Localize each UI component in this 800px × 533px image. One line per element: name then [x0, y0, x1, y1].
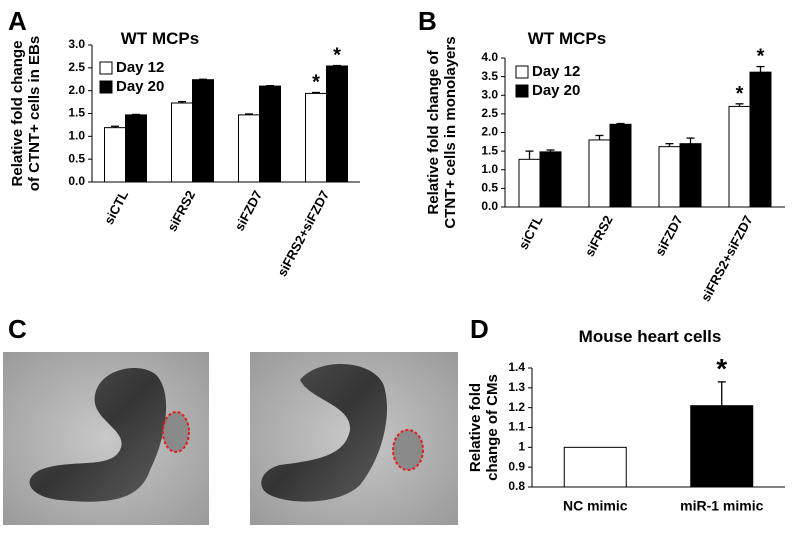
- y-tick-label: 3.5: [481, 69, 498, 83]
- bar: [728, 105, 751, 208]
- y-tick-label: 1.0: [68, 129, 85, 143]
- y-tick-label: 0.9: [508, 459, 525, 473]
- error-bar: [111, 125, 119, 128]
- y-tick-label: 3.0: [68, 37, 85, 51]
- x-tick-label: siFRS2: [164, 188, 198, 234]
- x-tick-label: siCTL: [101, 188, 131, 227]
- chart-title: WT MCPs: [528, 29, 606, 48]
- error-bar: [616, 122, 625, 125]
- legend-label: Day 12: [532, 63, 580, 80]
- bar: [125, 114, 147, 183]
- y-tick-label: 0.8: [508, 479, 525, 493]
- y-axis-label: Relative fold change of: [425, 49, 442, 214]
- bar: [749, 71, 772, 208]
- bar: [238, 114, 260, 183]
- bar: [104, 127, 126, 183]
- y-tick-label: 1.2: [508, 400, 525, 414]
- x-tick-label: siFZD7: [232, 188, 266, 233]
- micrograph: [250, 352, 458, 525]
- bar: [539, 151, 562, 208]
- significance-mark: *: [312, 71, 320, 93]
- error-bar: [756, 65, 765, 73]
- x-tick-label: miR-1 mimic: [680, 498, 763, 514]
- bar: [518, 158, 541, 208]
- significance-mark: *: [757, 46, 765, 68]
- significance-mark: *: [716, 353, 727, 384]
- y-tick-label: 1.5: [481, 143, 498, 157]
- bar: [609, 123, 632, 208]
- error-bar: [665, 143, 674, 147]
- y-tick-label: 1.3: [508, 380, 525, 394]
- y-tick-label: 0.0: [68, 174, 85, 188]
- error-bar: [178, 100, 186, 103]
- y-tick-label: 3.0: [481, 87, 498, 101]
- x-tick-label: siFRS2: [582, 213, 616, 259]
- y-axis-label: change of CMs: [484, 374, 501, 481]
- y-axis-label: Relative fold change: [9, 41, 26, 187]
- bar: [171, 102, 193, 183]
- error-bar: [717, 381, 726, 406]
- error-bar: [686, 137, 695, 144]
- y-tick-label: 2.5: [481, 106, 498, 120]
- legend-swatch: [99, 61, 113, 75]
- y-tick-label: 0.5: [481, 181, 498, 195]
- error-bar: [525, 150, 534, 160]
- y-tick-label: 0.5: [68, 151, 85, 165]
- bar: [259, 85, 281, 183]
- error-bar: [595, 134, 604, 140]
- chart-title: Mouse heart cells: [579, 327, 722, 346]
- x-tick-label: siFZD7: [652, 213, 686, 258]
- panel-label: C: [8, 314, 27, 344]
- bar: [588, 139, 611, 208]
- bar: [690, 405, 754, 488]
- significance-mark: *: [333, 45, 341, 67]
- panel-label: D: [470, 314, 489, 344]
- bar: [658, 146, 681, 208]
- panel-label: B: [418, 6, 437, 36]
- y-tick-label: 2.5: [68, 60, 85, 74]
- y-tick-label: 1: [518, 440, 525, 454]
- bar: [326, 65, 348, 183]
- error-bar: [312, 91, 320, 94]
- bar: [305, 92, 327, 183]
- y-tick-label: 0.0: [481, 199, 498, 213]
- y-tick-label: 1.4: [508, 360, 525, 374]
- bar: [192, 79, 214, 183]
- x-tick-label: siFRS2+siFZD7: [274, 188, 332, 279]
- legend-label: Day 20: [116, 78, 164, 95]
- panel-label: A: [8, 6, 27, 36]
- y-axis-label: of CTNT+ cells in EBs: [26, 36, 43, 191]
- bar: [563, 446, 627, 488]
- bar: [679, 143, 702, 208]
- legend-swatch: [515, 84, 529, 98]
- error-bar: [245, 113, 253, 115]
- y-tick-label: 2.0: [481, 125, 498, 139]
- micrograph: [3, 352, 209, 525]
- x-tick-label: NC mimic: [563, 498, 628, 514]
- y-tick-label: 2.0: [68, 83, 85, 97]
- legend-swatch: [99, 80, 113, 94]
- legend-swatch: [515, 65, 529, 79]
- legend-label: Day 20: [532, 82, 580, 99]
- x-tick-label: siCTL: [515, 213, 545, 252]
- y-tick-label: 1.0: [481, 162, 498, 176]
- significance-mark: *: [736, 83, 744, 105]
- y-axis-label: Relative fold: [467, 383, 484, 472]
- y-axis-label: CTNT+ cells in monolayers: [442, 36, 459, 228]
- error-bar: [735, 103, 744, 107]
- y-tick-label: 4.0: [481, 50, 498, 64]
- error-bar: [546, 149, 555, 152]
- legend-label: Day 12: [116, 59, 164, 76]
- x-tick-label: siFRS2+siFZD7: [698, 213, 756, 304]
- y-tick-label: 1.5: [68, 106, 85, 120]
- y-tick-label: 1.1: [508, 420, 525, 434]
- chart-title: WT MCPs: [121, 29, 199, 48]
